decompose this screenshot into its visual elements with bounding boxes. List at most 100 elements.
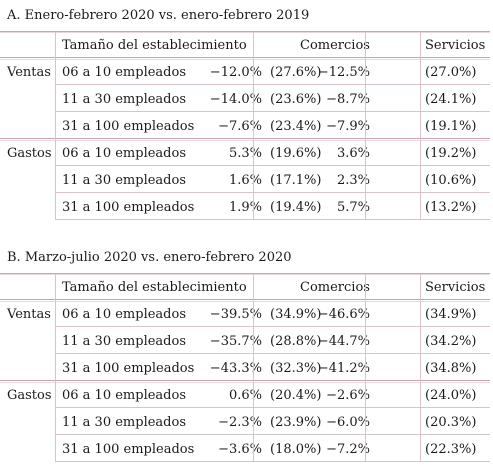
services-share: (10.6%) [425, 173, 477, 188]
header-services: Servicios [425, 38, 486, 53]
header-commerce: Comercios [300, 280, 370, 295]
commerce-change: −35.7% [209, 334, 262, 349]
column-separator [55, 32, 56, 219]
services-change: −6.0% [326, 415, 370, 430]
services-change: −7.2% [326, 442, 370, 457]
row-group-label: Ventas [7, 65, 51, 80]
services-share: (24.1%) [425, 92, 477, 107]
table-row: Ventas 06 a 10 empleados −12.0% (27.6%) −12.… [0, 59, 490, 85]
commerce-change: 5.3% [228, 146, 262, 161]
commerce-share: (19.6%) [270, 146, 322, 161]
panel-title: B. Marzo-julio 2020 vs. enero-febrero 20… [7, 250, 292, 265]
column-separator [365, 274, 366, 461]
row-size-label: 06 a 10 empleados [62, 307, 186, 322]
services-share: (27.0%) [425, 65, 477, 80]
header-services: Servicios [425, 280, 486, 295]
services-share: (34.2%) [425, 334, 477, 349]
row-group-label: Ventas [7, 307, 51, 322]
row-separator [55, 434, 490, 435]
column-separator [55, 274, 56, 461]
table-row: 31 a 100 empleados 1.9% (19.4%) 5.7% (13.2%) [0, 194, 490, 220]
table-row: 31 a 100 empleados −43.3% (32.3%) −41.2% (34… [0, 355, 490, 381]
row-separator [55, 219, 490, 220]
commerce-share: (28.8%) [270, 334, 322, 349]
header-size: Tamaño del establecimiento [62, 38, 247, 53]
row-size-label: 11 a 30 empleados [62, 173, 186, 188]
row-size-label: 11 a 30 empleados [62, 415, 186, 430]
commerce-share: (34.9%) [270, 307, 322, 322]
services-change: −41.2% [317, 361, 370, 376]
row-separator [55, 111, 490, 112]
row-size-label: 31 a 100 empleados [62, 119, 195, 134]
table-row: Gastos 06 a 10 empleados 5.3% (19.6%) 3.6% (1… [0, 140, 490, 166]
services-share: (19.2%) [425, 146, 477, 161]
services-change: −7.9% [326, 119, 370, 134]
row-separator [55, 192, 490, 193]
row-size-label: 11 a 30 empleados [62, 334, 186, 349]
row-size-label: 06 a 10 empleados [62, 146, 186, 161]
services-change: −46.6% [317, 307, 370, 322]
table-top-rule [0, 273, 490, 275]
commerce-share: (18.0%) [270, 442, 322, 457]
commerce-change: −39.5% [209, 307, 262, 322]
commerce-share: (23.6%) [270, 92, 322, 107]
table-header-row: Tamaño del establecimiento Comercios Servi… [0, 32, 490, 58]
header-commerce: Comercios [300, 38, 370, 53]
row-separator [55, 165, 490, 166]
commerce-change: 0.6% [228, 388, 262, 403]
row-size-label: 31 a 100 empleados [62, 200, 195, 215]
row-separator [0, 138, 490, 141]
table-row: 11 a 30 empleados −2.3% (23.9%) −6.0% (20.3%… [0, 409, 490, 435]
services-change: 3.6% [336, 146, 370, 161]
row-size-label: 31 a 100 empleados [62, 442, 195, 457]
commerce-share: (23.9%) [270, 415, 322, 430]
services-change: −2.6% [326, 388, 370, 403]
services-change: −8.7% [326, 92, 370, 107]
table-top-rule [0, 31, 490, 33]
column-separator [253, 32, 254, 219]
commerce-change: 1.6% [228, 173, 262, 188]
services-share: (20.3%) [425, 415, 477, 430]
commerce-change: −43.3% [209, 361, 262, 376]
commerce-change: 1.9% [228, 200, 262, 215]
row-separator [55, 407, 490, 408]
commerce-share: (19.4%) [270, 200, 322, 215]
header-separator [0, 299, 490, 302]
commerce-change: −3.6% [218, 442, 262, 457]
commerce-share: (17.1%) [270, 173, 322, 188]
panel-title: A. Enero-febrero 2020 vs. enero-febrero … [7, 8, 310, 23]
services-share: (24.0%) [425, 388, 477, 403]
table-row: Ventas 06 a 10 empleados −39.5% (34.9%) −46.… [0, 301, 490, 327]
services-change: −12.5% [317, 65, 370, 80]
column-separator [420, 32, 421, 219]
table-header-row: Tamaño del establecimiento Comercios Servi… [0, 274, 490, 300]
commerce-share: (27.6%) [270, 65, 322, 80]
table-row: 11 a 30 empleados 1.6% (17.1%) 2.3% (10.6%) [0, 167, 490, 193]
row-separator [55, 353, 490, 354]
table-row: 11 a 30 empleados −35.7% (28.8%) −44.7% (34.… [0, 328, 490, 354]
table-row: 31 a 100 empleados −3.6% (18.0%) −7.2% (22.3… [0, 436, 490, 462]
commerce-change: −7.6% [218, 119, 262, 134]
commerce-share: (23.4%) [270, 119, 322, 134]
commerce-share: (20.4%) [270, 388, 322, 403]
services-share: (34.8%) [425, 361, 477, 376]
row-separator [55, 461, 490, 462]
row-group-label: Gastos [7, 388, 52, 403]
services-share: (34.9%) [425, 307, 477, 322]
row-size-label: 11 a 30 empleados [62, 92, 186, 107]
services-change: 2.3% [336, 173, 370, 188]
column-separator [253, 274, 254, 461]
services-share: (19.1%) [425, 119, 477, 134]
row-separator [55, 84, 490, 85]
row-group-label: Gastos [7, 146, 52, 161]
commerce-change: −12.0% [209, 65, 262, 80]
table-row: 31 a 100 empleados −7.6% (23.4%) −7.9% (19.1… [0, 113, 490, 139]
services-change: 5.7% [336, 200, 370, 215]
services-share: (22.3%) [425, 442, 477, 457]
row-separator [0, 380, 490, 383]
services-share: (13.2%) [425, 200, 477, 215]
commerce-change: −14.0% [209, 92, 262, 107]
row-size-label: 06 a 10 empleados [62, 65, 186, 80]
row-size-label: 31 a 100 empleados [62, 361, 195, 376]
row-size-label: 06 a 10 empleados [62, 388, 186, 403]
